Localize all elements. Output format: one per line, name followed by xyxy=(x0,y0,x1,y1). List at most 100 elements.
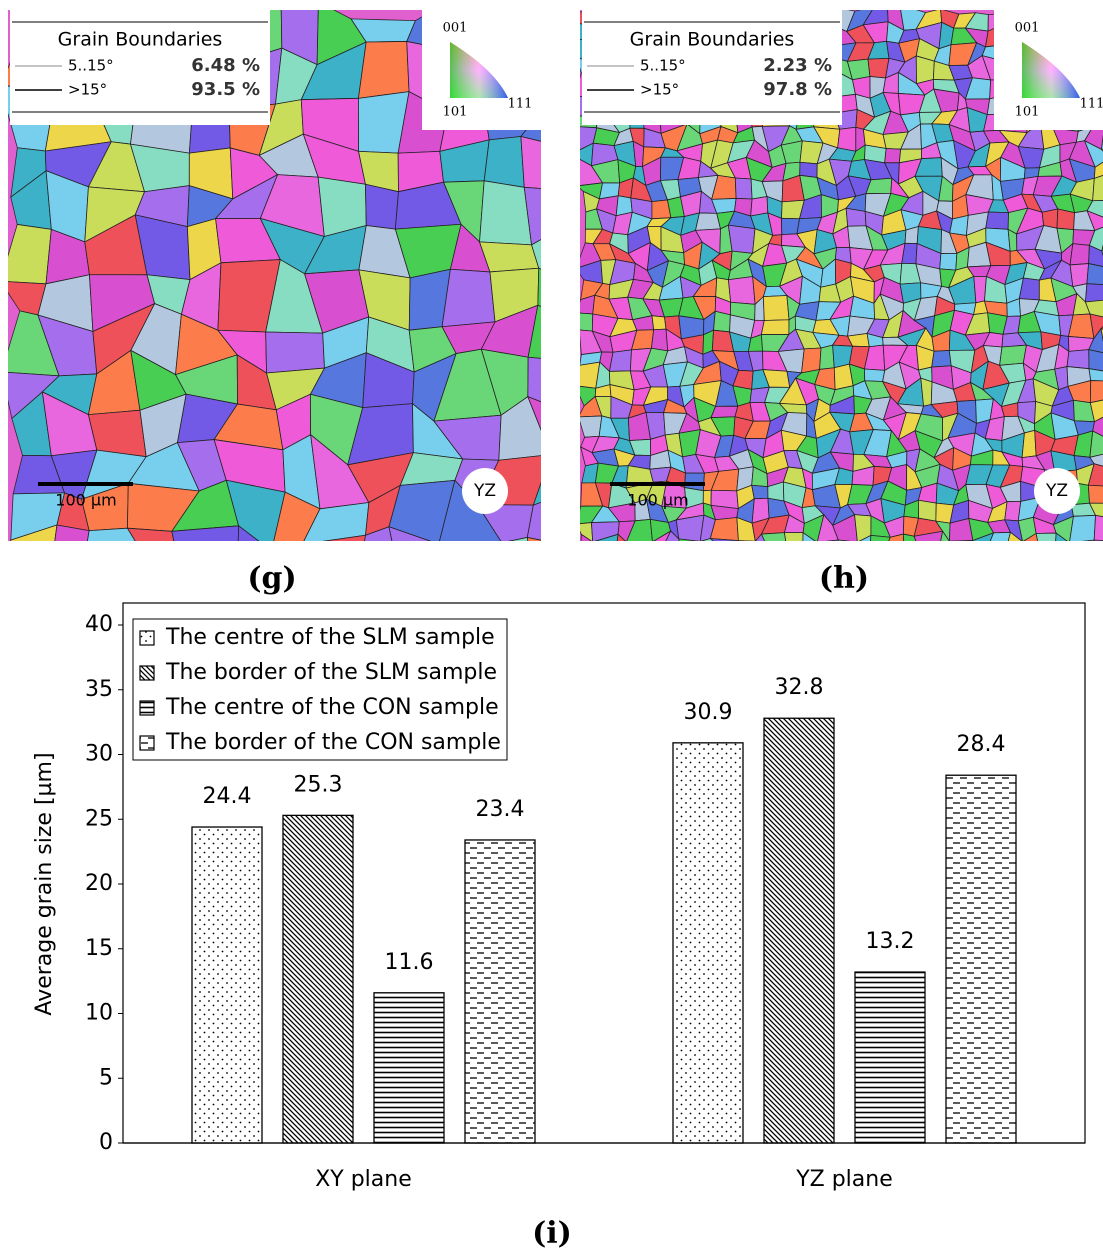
y-tick-label: 15 xyxy=(85,936,113,961)
grain xyxy=(781,218,799,234)
plane-label: YZ xyxy=(1045,481,1068,501)
legend-label: The border of the CON sample xyxy=(165,730,501,755)
bar xyxy=(283,815,353,1143)
grain xyxy=(916,56,934,84)
value-label: 32.8 xyxy=(775,675,824,700)
grain xyxy=(1022,430,1036,457)
grain xyxy=(574,555,602,567)
grain xyxy=(761,533,787,556)
ipf-label: 001 xyxy=(443,21,468,36)
grain xyxy=(714,311,731,332)
grain xyxy=(660,553,687,569)
grain xyxy=(1090,381,1103,403)
grain xyxy=(1000,345,1027,365)
grain xyxy=(651,329,667,351)
y-axis-label: Average grain size [µm] xyxy=(32,752,57,1015)
grain xyxy=(1088,485,1103,503)
grain xyxy=(1004,554,1028,568)
legend-label: The border of the SLM sample xyxy=(165,660,497,685)
bar xyxy=(855,972,925,1143)
legend-swatch xyxy=(140,701,154,715)
ipf-label: 001 xyxy=(1015,21,1040,36)
grain xyxy=(1067,350,1089,369)
figure: Grain Boundaries5..15°6.48 %>15°93.5 %00… xyxy=(0,0,1103,1255)
value-label: 25.3 xyxy=(294,772,343,797)
x-tick-label: YZ plane xyxy=(795,1167,893,1192)
bar xyxy=(673,743,743,1143)
legend-title: Grain Boundaries xyxy=(630,29,795,51)
ipf-label: 101 xyxy=(1015,105,1040,120)
bar xyxy=(374,993,444,1143)
grain xyxy=(914,531,942,559)
grain xyxy=(737,553,749,568)
panel-label: (h) xyxy=(819,561,869,596)
grain xyxy=(1070,264,1089,287)
bar xyxy=(946,775,1016,1143)
grain xyxy=(1036,533,1056,555)
legend-fraction: 97.8 % xyxy=(763,79,832,100)
grain xyxy=(492,537,536,586)
grain xyxy=(484,137,524,188)
scale-label: 100 µm xyxy=(627,491,688,510)
grain xyxy=(696,213,721,230)
legend-swatch xyxy=(140,736,154,750)
grain xyxy=(784,533,803,554)
grain xyxy=(1087,264,1103,285)
x-tick-label: XY plane xyxy=(315,1167,412,1192)
grain xyxy=(881,556,904,574)
grain xyxy=(1040,554,1055,577)
panel-label: (i) xyxy=(532,1216,572,1251)
grain xyxy=(594,560,615,571)
panel-label: (g) xyxy=(247,561,296,596)
grain xyxy=(365,184,398,229)
grain xyxy=(763,296,789,321)
grain xyxy=(442,269,495,326)
grain xyxy=(885,149,901,163)
grain xyxy=(710,539,738,558)
grain xyxy=(682,556,700,570)
grain xyxy=(628,554,650,570)
scale-label: 100 µm xyxy=(55,491,116,510)
ipf-label: 101 xyxy=(443,105,468,120)
grain xyxy=(626,542,652,557)
legend-label: The centre of the CON sample xyxy=(165,695,499,720)
grain xyxy=(172,526,239,596)
grain xyxy=(358,41,409,98)
y-tick-label: 35 xyxy=(85,677,113,702)
y-tick-label: 0 xyxy=(99,1130,113,1155)
grain xyxy=(748,553,771,573)
grain xyxy=(1093,174,1103,201)
grain xyxy=(954,551,972,575)
legend-title: Grain Boundaries xyxy=(58,29,223,51)
grain xyxy=(1094,515,1103,540)
grain xyxy=(917,554,938,570)
value-label: 23.4 xyxy=(476,797,525,822)
ipf-label: 111 xyxy=(1080,97,1103,112)
grain xyxy=(609,350,631,372)
grain xyxy=(766,554,787,572)
value-label: 28.4 xyxy=(957,732,1006,757)
legend-swatch xyxy=(140,666,154,680)
grain xyxy=(480,181,532,245)
grain xyxy=(779,549,804,566)
value-label: 13.2 xyxy=(866,929,915,954)
grain xyxy=(864,369,884,382)
grain xyxy=(1068,553,1092,574)
legend-range: 5..15° xyxy=(640,57,686,75)
grain xyxy=(266,332,325,373)
grain xyxy=(721,550,738,569)
grain xyxy=(1086,540,1103,557)
grain xyxy=(1068,314,1093,339)
y-tick-label: 10 xyxy=(85,1001,113,1026)
grain xyxy=(642,553,662,570)
grain xyxy=(439,543,502,587)
grain xyxy=(2,578,49,637)
grain xyxy=(527,537,581,586)
grain xyxy=(949,540,972,556)
grain xyxy=(613,557,628,571)
grain xyxy=(1020,554,1040,576)
y-tick-label: 30 xyxy=(85,742,113,767)
grain xyxy=(817,540,838,550)
grain xyxy=(480,242,539,272)
grain xyxy=(800,162,817,177)
